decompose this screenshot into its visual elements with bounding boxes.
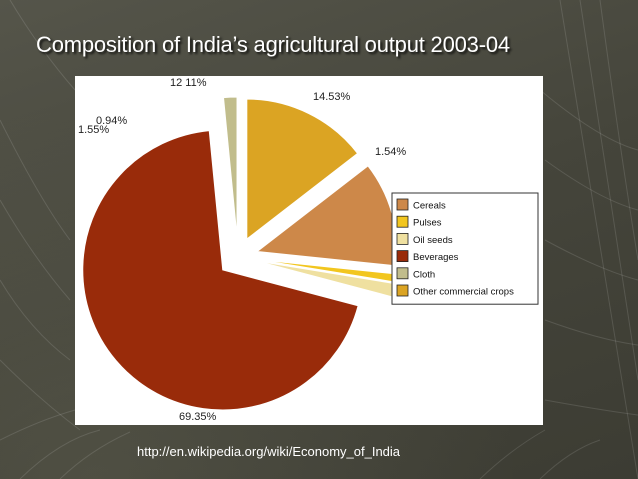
legend-swatch-beverages — [396, 250, 409, 263]
legend-label-other-commercial-crops: Other commercial crops — [413, 287, 514, 298]
legend-swatch-pulses — [396, 215, 409, 228]
slice-label-other-commercial-crops: 14.53% — [313, 91, 351, 103]
legend-label-cloth: Cloth — [413, 269, 435, 280]
slice-label-cereals: 12 11% — [170, 77, 207, 89]
pie-slice-cloth — [222, 96, 238, 238]
legend-label-beverages: Beverages — [413, 252, 459, 263]
slice-label-beverages: 69.35% — [179, 411, 217, 423]
source-url: http://en.wikipedia.org/wiki/Economy_of_… — [137, 444, 401, 459]
legend-label-pulses: Pulses — [413, 218, 442, 229]
legend-box — [391, 192, 539, 305]
slice-label-oil-seeds: 1.55% — [78, 124, 109, 136]
slice-label-pulses: 0.94% — [96, 115, 127, 127]
legend-swatch-other-commercial-crops — [396, 284, 409, 297]
legend-label-cereals: Cereals — [413, 201, 446, 212]
pie-chart: 12 11% 0.94%1.55% 69.35% 1.54% 14.53% Cereals… — [78, 77, 539, 423]
slide-title: Composition of India’s agricultural outp… — [36, 32, 510, 57]
legend-swatch-oil-seeds — [396, 232, 409, 245]
legend-label-oil-seeds: Oil seeds — [413, 235, 453, 246]
pie-slice-beverages — [82, 130, 359, 411]
slice-label-cloth: 1.54% — [375, 146, 406, 158]
legend-swatch-cereals — [396, 198, 409, 211]
legend-swatch-cloth — [396, 267, 409, 280]
pie-slice-other-commercial-crops — [246, 98, 359, 241]
chart-panel: 12 11% 0.94% 1.55% 69.35% 1.54% 14.53% Cereals… — [75, 76, 543, 425]
